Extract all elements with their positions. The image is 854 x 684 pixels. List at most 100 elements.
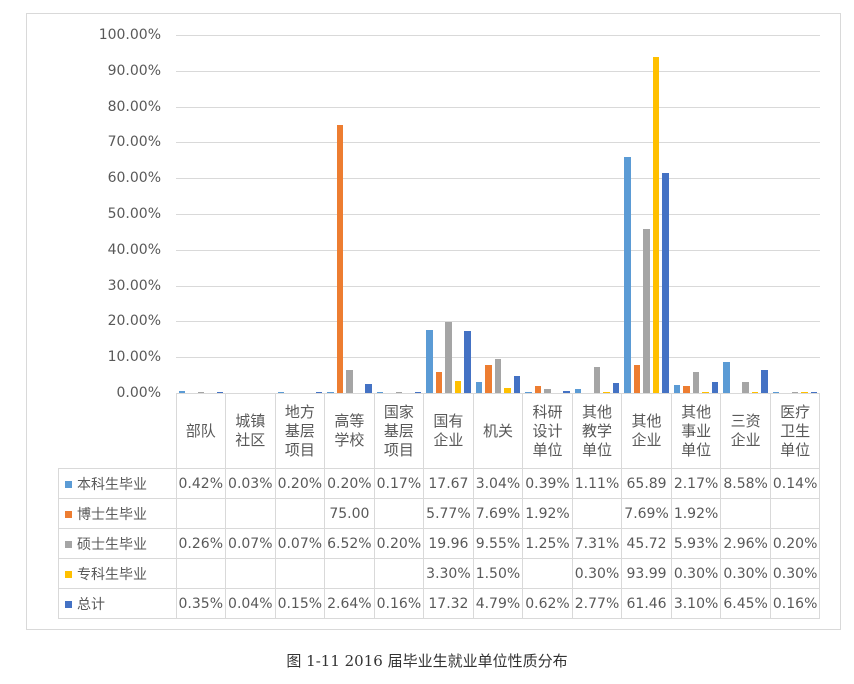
table-cell: 7.31% bbox=[571, 528, 623, 559]
table-cell: 0.15% bbox=[274, 588, 326, 619]
bar bbox=[662, 172, 669, 393]
bar bbox=[494, 358, 502, 393]
category-label: 其他 事业 单位 bbox=[670, 393, 722, 469]
category-label: 其他 教学 单位 bbox=[571, 393, 623, 469]
bar bbox=[742, 382, 749, 393]
table-cell: 9.55% bbox=[472, 528, 524, 559]
bar bbox=[247, 392, 254, 394]
bar bbox=[801, 391, 808, 393]
table-cell: 0.17% bbox=[373, 468, 425, 499]
gridline bbox=[176, 357, 820, 359]
category-label: 城镇 社区 bbox=[225, 393, 276, 469]
table-cell: 0.03% bbox=[225, 468, 276, 499]
bar bbox=[346, 369, 353, 393]
bar bbox=[723, 362, 730, 393]
table-cell: 2.96% bbox=[720, 528, 771, 559]
figure-caption: 图 1-11 2016 届毕业生就业单位性质分布 bbox=[286, 652, 568, 670]
table-cell bbox=[225, 498, 276, 529]
bar bbox=[376, 392, 384, 393]
bar bbox=[445, 321, 452, 393]
table-cell: 61.46 bbox=[621, 588, 672, 619]
table-cell bbox=[225, 558, 276, 589]
table-cell: 0.26% bbox=[175, 528, 227, 559]
gridline bbox=[176, 285, 820, 287]
legend-entry: 专科生毕业 bbox=[58, 558, 177, 589]
table-cell: 0.04% bbox=[225, 588, 276, 619]
bar bbox=[475, 382, 483, 393]
table-cell: 19.96 bbox=[423, 528, 474, 559]
gridline bbox=[176, 142, 820, 144]
legend-swatch-icon bbox=[65, 481, 72, 488]
table-cell: 0.35% bbox=[175, 588, 227, 619]
table-cell: 0.14% bbox=[769, 468, 821, 499]
bar bbox=[336, 124, 344, 393]
table-cell: 1.92% bbox=[522, 498, 573, 529]
gridline bbox=[176, 70, 820, 72]
bar bbox=[513, 375, 521, 393]
category-label: 机关 bbox=[472, 393, 524, 469]
bar bbox=[574, 389, 582, 393]
table-cell: 2.64% bbox=[324, 588, 375, 619]
category-label: 科研 设计 单位 bbox=[522, 393, 573, 469]
bar bbox=[395, 392, 403, 393]
table-cell: 0.20% bbox=[373, 528, 425, 559]
table-cell bbox=[720, 498, 771, 529]
bar bbox=[485, 365, 492, 393]
table-cell: 6.52% bbox=[324, 528, 375, 559]
bar bbox=[593, 366, 601, 393]
table-cell bbox=[571, 498, 623, 529]
table-cell: 0.30% bbox=[670, 558, 722, 589]
table-cell: 0.07% bbox=[274, 528, 326, 559]
table-cell: 1.25% bbox=[522, 528, 573, 559]
category-label: 三资 企业 bbox=[720, 393, 771, 469]
category-label: 国家 基层 项目 bbox=[373, 393, 425, 469]
gridline bbox=[176, 214, 820, 215]
bar bbox=[464, 330, 471, 393]
bar bbox=[643, 229, 650, 393]
table-cell bbox=[373, 498, 425, 529]
y-tick-label: 60.00% bbox=[107, 170, 161, 187]
table-cell: 5.77% bbox=[423, 498, 474, 529]
table-cell: 0.30% bbox=[571, 558, 623, 589]
table-row: 博士生毕业 75.00 5.77% 7.69% 1.92% 7.69% 1.92% bbox=[58, 498, 821, 529]
gridline bbox=[176, 106, 820, 108]
bar bbox=[327, 392, 334, 393]
bar bbox=[504, 387, 511, 393]
bar bbox=[810, 392, 818, 393]
table-row: 总计 0.35% 0.04% 0.15% 2.64% 0.16% 17.32 4.79% 0.6… bbox=[58, 588, 821, 619]
table-cell: 0.62% bbox=[522, 588, 573, 619]
table-cell: 17.67 bbox=[423, 468, 474, 499]
table-cell: 0.20% bbox=[769, 528, 821, 559]
bar bbox=[751, 391, 759, 393]
table-cell: 0.07% bbox=[225, 528, 276, 559]
legend-swatch-icon bbox=[65, 571, 72, 578]
y-tick-label: 30.00% bbox=[107, 277, 161, 294]
table-cell: 1.92% bbox=[670, 498, 722, 529]
table-cell bbox=[175, 558, 227, 589]
y-tick-label: 80.00% bbox=[107, 98, 161, 115]
bar bbox=[296, 392, 304, 394]
table-cell: 7.69% bbox=[472, 498, 524, 529]
y-tick-label: 10.00% bbox=[107, 349, 161, 366]
table-cell bbox=[274, 498, 326, 529]
table-cell: 45.72 bbox=[621, 528, 672, 559]
y-tick-label: 50.00% bbox=[107, 206, 161, 222]
legend-swatch-icon bbox=[65, 541, 72, 548]
table-cell bbox=[175, 498, 227, 529]
table-cell: 3.10% bbox=[670, 588, 722, 619]
table-cell bbox=[373, 558, 425, 589]
table-cell: 7.69% bbox=[621, 498, 672, 529]
bar bbox=[534, 386, 542, 393]
table-cell: 75.00 bbox=[324, 498, 375, 529]
y-tick-label: 40.00% bbox=[107, 241, 161, 258]
bar bbox=[652, 56, 660, 393]
bar bbox=[414, 392, 422, 393]
category-label: 其他 企业 bbox=[621, 393, 672, 469]
gridline bbox=[176, 35, 820, 36]
legend-entry: 本科生毕业 bbox=[58, 468, 177, 499]
bar bbox=[216, 391, 224, 393]
bar bbox=[603, 391, 610, 393]
bar bbox=[692, 371, 700, 393]
table-cell: 0.20% bbox=[324, 468, 375, 499]
bar bbox=[624, 157, 631, 393]
